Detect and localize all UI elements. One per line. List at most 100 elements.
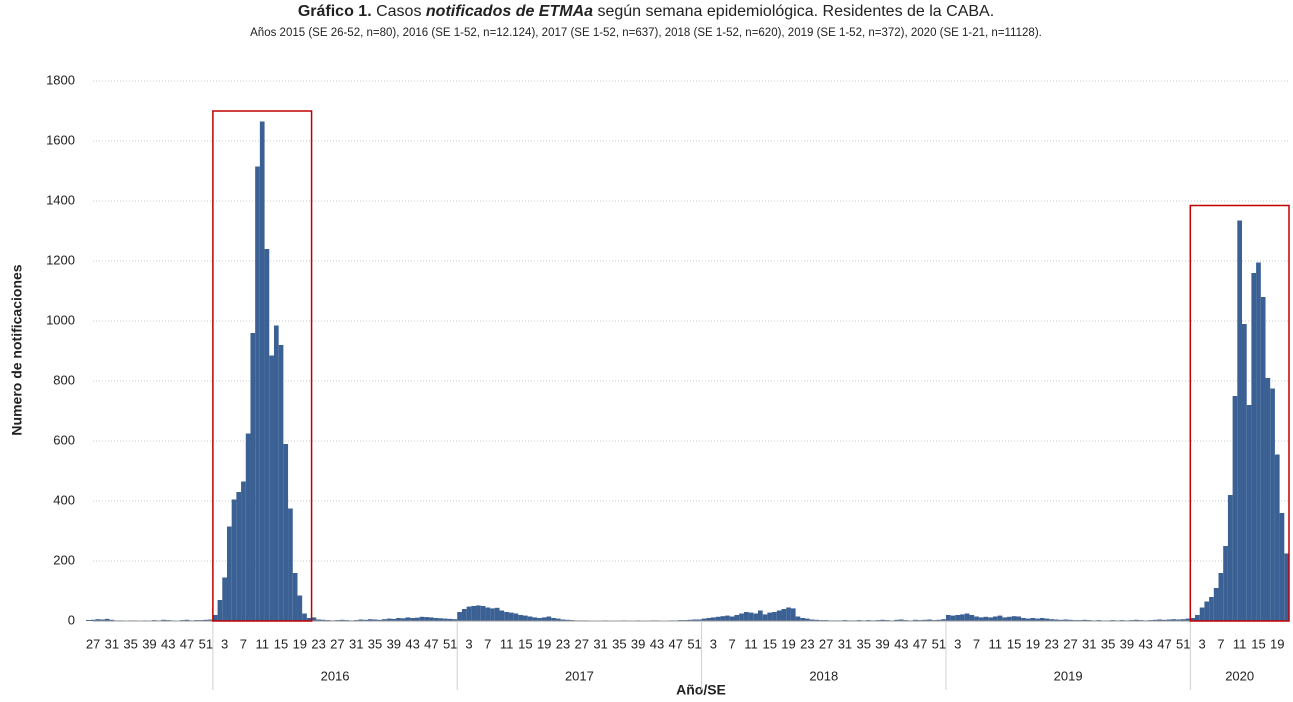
bar bbox=[1068, 619, 1073, 621]
bar bbox=[950, 615, 956, 621]
bar bbox=[1242, 324, 1247, 621]
bar bbox=[405, 617, 411, 621]
y-tick-label: 600 bbox=[53, 432, 75, 447]
bar bbox=[710, 617, 716, 621]
bar bbox=[414, 617, 420, 621]
x-tick-label: 15 bbox=[274, 636, 288, 651]
bar bbox=[288, 508, 293, 621]
bar bbox=[560, 619, 566, 621]
bar bbox=[391, 618, 397, 621]
x-tick-label: 43 bbox=[894, 636, 908, 651]
x-tick-label: 19 bbox=[1270, 636, 1284, 651]
bar bbox=[400, 618, 406, 621]
y-tick-label: 800 bbox=[53, 372, 75, 387]
x-tick-label: 47 bbox=[1157, 636, 1171, 651]
bar bbox=[161, 619, 166, 621]
bar bbox=[302, 613, 307, 621]
y-tick-label: 400 bbox=[53, 492, 75, 507]
bar bbox=[969, 615, 975, 621]
x-tick-label: 15 bbox=[763, 636, 777, 651]
bar bbox=[377, 619, 383, 621]
bar bbox=[109, 619, 115, 621]
bar bbox=[1054, 619, 1059, 621]
y-tick-label: 1200 bbox=[46, 252, 75, 267]
highlight-box bbox=[1189, 204, 1290, 622]
x-tick-label: 35 bbox=[1101, 636, 1115, 651]
bar bbox=[297, 595, 303, 621]
bar bbox=[1260, 297, 1266, 621]
bar bbox=[800, 618, 805, 621]
bar bbox=[1185, 618, 1191, 621]
x-tick-label: 3 bbox=[1198, 636, 1205, 651]
bar bbox=[1058, 619, 1064, 621]
y-tick-label: 0 bbox=[68, 612, 75, 627]
bar bbox=[320, 619, 326, 621]
x-tick-label: 11 bbox=[989, 636, 1003, 651]
bar bbox=[701, 618, 707, 621]
bar bbox=[1171, 619, 1177, 621]
bar bbox=[222, 577, 227, 621]
x-tick-label: 15 bbox=[1251, 636, 1265, 651]
bar bbox=[1227, 495, 1233, 621]
bar bbox=[1195, 615, 1200, 621]
group-label: 2016 bbox=[321, 668, 350, 683]
bar bbox=[283, 444, 289, 621]
x-tick-label: 43 bbox=[161, 636, 175, 651]
title-part: Casos bbox=[376, 3, 421, 20]
title-part: según semana epidemiológica. Residentes … bbox=[597, 3, 994, 20]
bar bbox=[983, 616, 989, 621]
bar bbox=[814, 619, 820, 621]
bar bbox=[541, 617, 547, 621]
bar bbox=[226, 526, 232, 621]
bar bbox=[795, 616, 801, 621]
bar bbox=[1218, 573, 1224, 621]
y-tick-label: 1000 bbox=[46, 312, 75, 327]
bar bbox=[734, 615, 740, 621]
bar bbox=[762, 614, 768, 621]
x-tick-label: 7 bbox=[1217, 636, 1224, 651]
y-tick-label: 1400 bbox=[46, 192, 75, 207]
x-tick-label: 11 bbox=[500, 636, 514, 651]
bar bbox=[1030, 618, 1036, 621]
x-tick-label: 15 bbox=[518, 636, 532, 651]
bar bbox=[245, 433, 251, 621]
bar bbox=[706, 618, 711, 621]
bar bbox=[480, 606, 486, 621]
x-tick-label: 27 bbox=[1063, 636, 1077, 651]
bar bbox=[927, 619, 932, 621]
bar bbox=[776, 610, 782, 621]
bar bbox=[494, 607, 500, 621]
bar bbox=[1063, 619, 1069, 621]
bar bbox=[513, 613, 519, 621]
bar bbox=[1011, 616, 1017, 621]
bar bbox=[86, 620, 91, 621]
bar bbox=[382, 619, 387, 621]
group-label: 2017 bbox=[565, 668, 594, 683]
bar bbox=[264, 249, 270, 621]
bar bbox=[936, 619, 942, 621]
x-tick-label: 35 bbox=[856, 636, 870, 651]
bar bbox=[1082, 619, 1087, 621]
bar bbox=[208, 619, 213, 621]
bar bbox=[809, 619, 815, 621]
x-tick-label: 39 bbox=[1120, 636, 1134, 651]
bar bbox=[992, 616, 998, 621]
bar bbox=[259, 121, 265, 621]
bar bbox=[1157, 619, 1163, 621]
bar bbox=[913, 619, 918, 621]
bar bbox=[1176, 619, 1181, 621]
x-tick-label: 51 bbox=[443, 636, 457, 651]
y-tick-label: 1600 bbox=[46, 132, 75, 147]
x-tick-label: 43 bbox=[650, 636, 664, 651]
bar bbox=[997, 615, 1003, 621]
x-tick-label: 15 bbox=[1007, 636, 1021, 651]
bar bbox=[367, 619, 373, 621]
bar bbox=[1265, 378, 1271, 621]
x-tick-label: 11 bbox=[255, 636, 269, 651]
x-tick-label: 3 bbox=[954, 636, 961, 651]
bar bbox=[786, 607, 791, 621]
bar bbox=[941, 619, 946, 621]
bar bbox=[1152, 619, 1158, 621]
chart-title: Gráfico 1. Casos notificados de ETMAa se… bbox=[298, 3, 994, 20]
